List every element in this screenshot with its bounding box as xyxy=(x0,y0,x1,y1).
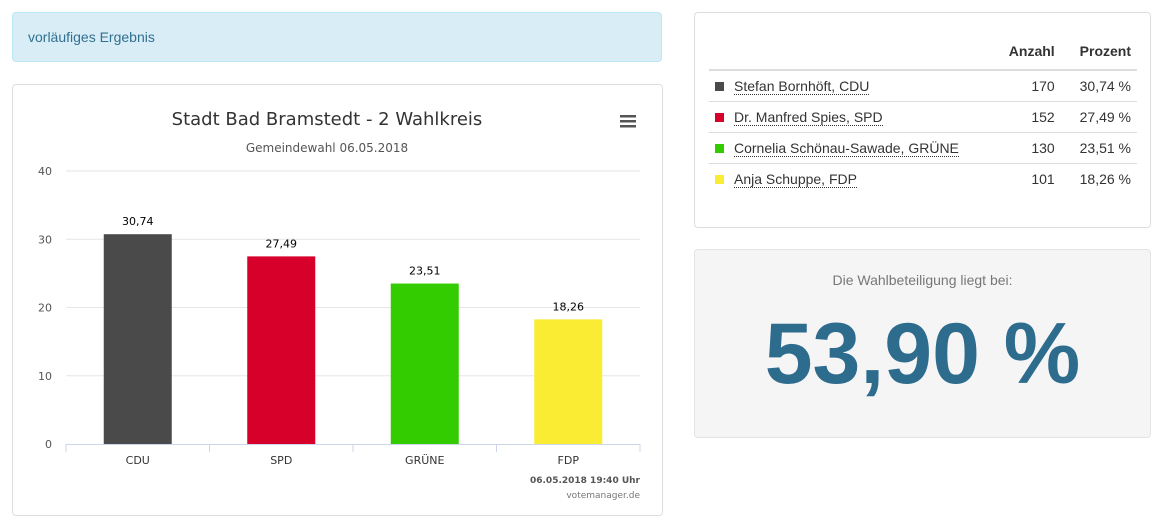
status-alert: vorläufiges Ergebnis xyxy=(12,12,662,62)
candidate-link[interactable]: Stefan Bornhöft, CDU xyxy=(734,78,870,95)
percent-cell: 30,74 % xyxy=(1079,78,1131,94)
bar-fdp[interactable] xyxy=(534,319,603,444)
x-tick-label: FDP xyxy=(558,454,580,467)
chart-subtitle: Gemeindewahl 06.05.2018 xyxy=(246,141,408,155)
chart-panel: 0 10 20 30 40 30,74 27,49 23,51 18,26 CDU SPD GRÜ… xyxy=(12,84,663,516)
percent-cell: 27,49 % xyxy=(1060,101,1137,133)
party-color-swatch xyxy=(715,175,724,184)
x-tick-label: GRÜNE xyxy=(405,454,444,467)
table-row: Cornelia Schönau-Sawade, GRÜNE 130 23,51… xyxy=(709,132,1137,164)
bars: 30,74 27,49 23,51 18,26 xyxy=(103,215,603,444)
turnout-value: 53,90 % xyxy=(764,306,1081,402)
credit-time: 06.05.2018 19:40 Uhr xyxy=(530,476,641,486)
data-label: 27,49 xyxy=(266,237,298,250)
results-header-row: Anzahl Prozent xyxy=(709,33,1137,71)
turnout-label: Die Wahlbeteiligung liegt bei: xyxy=(832,272,1013,288)
data-label: 23,51 xyxy=(409,265,441,278)
results-table: Anzahl Prozent Stefan Bornhöft, CDU 170 … xyxy=(709,33,1137,194)
candidate-cell: Dr. Manfred Spies, SPD xyxy=(709,101,991,133)
credit-source[interactable]: votemanager.de xyxy=(566,491,640,501)
table-row: Stefan Bornhöft, CDU 170 30,74 % xyxy=(709,70,1137,102)
y-tick-label: 20 xyxy=(38,302,52,315)
chart-title: Stadt Bad Bramstedt - 2 Wahlkreis xyxy=(172,109,483,130)
count-cell: 130 xyxy=(991,132,1061,164)
candidate-cell: Cornelia Schönau-Sawade, GRÜNE xyxy=(709,132,991,164)
bar-grüne[interactable] xyxy=(390,283,459,444)
x-tick-label: CDU xyxy=(126,454,150,467)
header-anzahl: Anzahl xyxy=(991,33,1061,71)
y-tick-label: 40 xyxy=(38,165,52,178)
count-cell: 152 xyxy=(991,101,1061,133)
chart-menu-icon[interactable] xyxy=(617,111,641,133)
bar-chart: 0 10 20 30 40 30,74 27,49 23,51 18,26 CDU SPD GRÜ… xyxy=(38,109,641,501)
data-label: 30,74 xyxy=(122,215,154,228)
y-tick-label: 10 xyxy=(38,370,52,383)
percent-cell: 23,51 % xyxy=(1060,132,1137,164)
table-row: Anja Schuppe, FDP 101 18,26 % xyxy=(709,163,1137,194)
party-color-swatch xyxy=(715,82,724,91)
candidate-link[interactable]: Anja Schuppe, FDP xyxy=(734,171,857,188)
count-cell: 170 xyxy=(1031,78,1055,94)
candidate-cell: Anja Schuppe, FDP xyxy=(709,163,991,194)
percent-cell: 18,26 % xyxy=(1060,163,1137,194)
table-row: Dr. Manfred Spies, SPD 152 27,49 % xyxy=(709,101,1137,133)
x-tick-label: SPD xyxy=(270,454,292,467)
y-tick-label: 0 xyxy=(45,438,52,451)
candidate-link[interactable]: Dr. Manfred Spies, SPD xyxy=(734,109,883,126)
header-candidate xyxy=(709,33,991,71)
header-prozent: Prozent xyxy=(1060,33,1137,71)
results-panel: Anzahl Prozent Stefan Bornhöft, CDU 170 … xyxy=(694,12,1151,228)
x-axis: CDU SPD GRÜNE FDP xyxy=(65,444,641,467)
party-color-swatch xyxy=(715,113,724,122)
party-color-swatch xyxy=(715,144,724,153)
candidate-link[interactable]: Cornelia Schönau-Sawade, GRÜNE xyxy=(734,140,959,157)
count-cell: 101 xyxy=(991,163,1061,194)
y-axis-tick-labels: 0 10 20 30 40 xyxy=(38,165,52,451)
bar-spd[interactable] xyxy=(247,256,316,444)
data-label: 18,26 xyxy=(553,300,585,313)
turnout-panel: Die Wahlbeteiligung liegt bei: 53,90 % xyxy=(694,249,1151,438)
y-tick-label: 30 xyxy=(38,233,52,246)
candidate-cell: Stefan Bornhöft, CDU xyxy=(709,70,991,102)
bar-cdu[interactable] xyxy=(103,234,172,444)
status-label: vorläufiges Ergebnis xyxy=(28,29,155,45)
